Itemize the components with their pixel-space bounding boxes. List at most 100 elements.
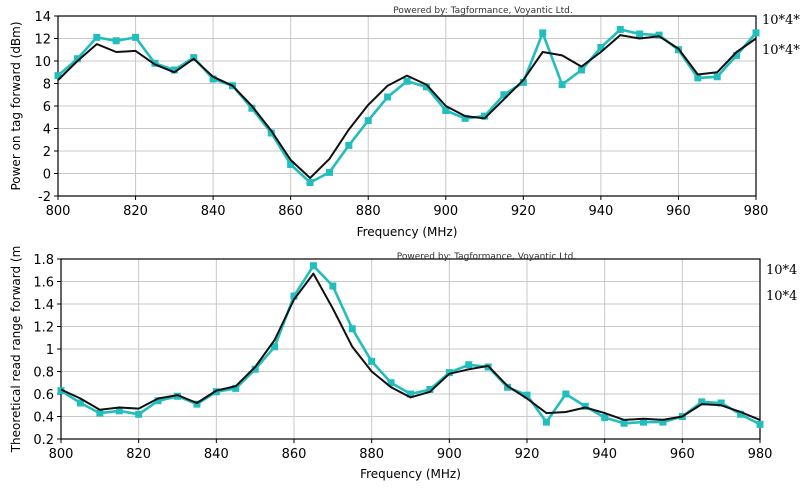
x-tick-label: 880	[359, 447, 384, 462]
y-tick-label: 8	[43, 78, 51, 93]
data-point	[93, 33, 101, 41]
y-tick-label: 0	[43, 168, 51, 183]
data-point	[267, 129, 275, 137]
data-point	[713, 73, 721, 81]
data-point	[325, 168, 333, 176]
data-point	[384, 93, 392, 101]
data-point	[578, 66, 585, 74]
data-point	[193, 400, 201, 408]
data-point	[523, 391, 531, 399]
data-point	[756, 420, 764, 428]
data-point	[306, 179, 314, 186]
x-tick-label: 940	[592, 447, 617, 462]
data-point	[132, 33, 140, 41]
x-tick-label: 940	[588, 204, 613, 219]
data-point	[737, 410, 745, 418]
data-point	[407, 390, 414, 398]
x-tick-label: 840	[204, 447, 229, 462]
y-tick-label: 10	[34, 55, 51, 70]
x-tick-label: 800	[49, 447, 74, 462]
y-tick-label: 0.6	[33, 388, 54, 403]
data-point	[248, 104, 256, 112]
x-tick-label: 900	[433, 204, 458, 219]
data-point	[640, 418, 647, 426]
credit-text: Powered by: Tagformance, Voyantic Ltd.	[393, 6, 573, 16]
data-point	[539, 29, 547, 37]
data-point	[364, 117, 372, 125]
data-point	[597, 44, 605, 51]
data-point	[403, 77, 411, 85]
x-tick-label: 960	[666, 204, 691, 219]
data-point	[112, 37, 120, 45]
data-point	[542, 418, 550, 426]
data-point	[698, 398, 706, 406]
y-tick-label: 1.8	[33, 253, 54, 268]
data-point	[309, 262, 317, 270]
y-tick-label: 1.2	[33, 321, 54, 336]
data-point	[422, 83, 430, 91]
data-point	[115, 407, 123, 415]
data-point	[581, 402, 589, 410]
data-point	[616, 26, 624, 33]
data-point	[636, 30, 644, 38]
plot-frame	[57, 15, 757, 197]
data-point	[348, 325, 356, 333]
series-line-2	[60, 272, 761, 421]
data-point	[752, 29, 760, 37]
y-tick-label: 0.2	[33, 433, 54, 448]
chart-2	[57, 258, 764, 443]
x-tick-label: 800	[46, 204, 71, 219]
y-axis-label: Theoretical read range forward (m	[9, 246, 23, 454]
data-point	[345, 141, 353, 149]
plot-frame	[60, 258, 761, 440]
x-tick-label: 860	[282, 447, 307, 462]
data-point	[154, 397, 162, 405]
data-point	[76, 399, 84, 407]
data-point	[209, 75, 217, 83]
y-tick-label: 1	[46, 343, 54, 358]
legend-entry: 10*4*	[762, 13, 800, 28]
data-point	[558, 81, 566, 89]
data-point	[733, 51, 741, 59]
y-tick-label: 14	[34, 10, 51, 25]
data-point	[290, 292, 298, 300]
data-point	[465, 361, 473, 369]
x-tick-label: 880	[356, 204, 381, 219]
data-point	[655, 31, 663, 39]
x-tick-label: 920	[515, 447, 540, 462]
data-point	[174, 392, 181, 400]
data-point	[190, 54, 198, 62]
legend-entry: 10*4	[766, 263, 797, 278]
data-point	[387, 379, 395, 387]
y-tick-label: -2	[38, 190, 51, 205]
x-tick-label: 900	[437, 447, 462, 462]
chart-1	[54, 15, 760, 200]
x-tick-label: 980	[748, 447, 773, 462]
data-point	[73, 55, 81, 63]
x-tick-label: 820	[126, 447, 151, 462]
data-point	[519, 78, 527, 86]
data-point	[287, 161, 295, 168]
data-point	[445, 369, 453, 377]
credit-text: Powered by: Tagformance, Voyantic Ltd.	[397, 252, 577, 262]
data-point	[232, 384, 240, 392]
data-point	[54, 72, 62, 80]
data-point	[562, 390, 570, 398]
y-tick-label: 1.6	[33, 276, 54, 291]
x-axis-label: Frequency (MHz)	[357, 225, 458, 239]
y-tick-label: 0.4	[33, 411, 54, 426]
data-point	[96, 409, 104, 417]
x-tick-label: 860	[278, 204, 303, 219]
data-point	[271, 343, 279, 351]
data-point	[170, 66, 178, 74]
legend-entry: 10*4*	[762, 43, 800, 58]
data-point	[601, 414, 609, 422]
data-point	[620, 419, 628, 427]
data-point	[251, 365, 259, 373]
x-axis-label: Frequency (MHz)	[360, 467, 461, 481]
data-point	[135, 410, 143, 418]
x-tick-label: 980	[744, 204, 769, 219]
y-tick-label: 4	[43, 123, 51, 138]
data-point	[329, 282, 337, 290]
